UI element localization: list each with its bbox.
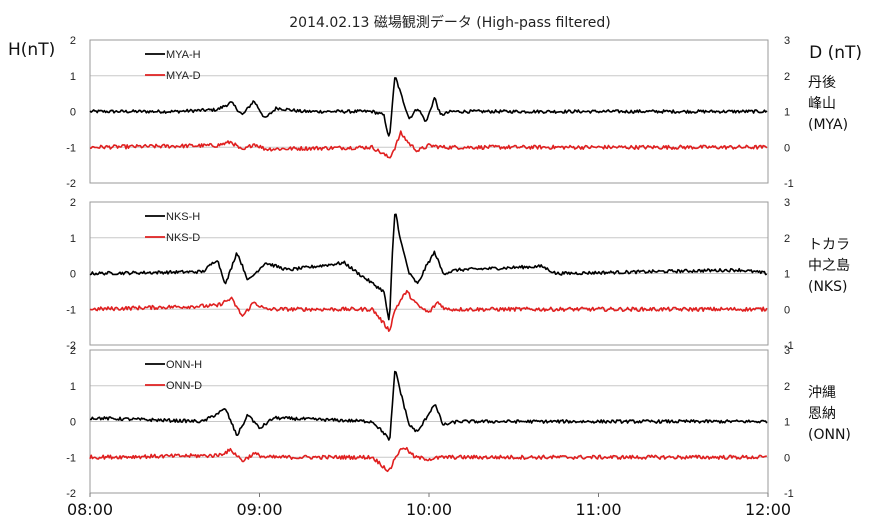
right-axis-unit: D (nT) [809, 43, 862, 63]
left-tick-label: 0 [70, 417, 76, 429]
panel-frame [89, 201, 769, 346]
station-label: 沖縄 [808, 385, 836, 401]
legend-label: NKS-H [166, 211, 200, 223]
station-label: 丹後 [808, 75, 836, 91]
x-tick-label: 09:00 [236, 500, 282, 519]
legend-label: NKS-D [166, 232, 200, 244]
left-tick-label: -2 [66, 340, 76, 352]
station-label: 峰山 [808, 96, 836, 112]
right-tick-label: 2 [784, 381, 790, 393]
x-tick-label: 11:00 [575, 500, 621, 519]
right-tick-label: 0 [784, 304, 790, 316]
left-tick-label: 0 [70, 269, 76, 281]
legend-label: ONN-D [166, 380, 202, 392]
series-line-onn-d [89, 446, 767, 473]
right-tick-label: 3 [784, 35, 790, 47]
left-tick-label: 2 [70, 35, 76, 47]
station-label: (ONN) [808, 427, 851, 443]
right-tick-label: 1 [784, 269, 790, 281]
right-tick-label: -1 [784, 488, 794, 500]
series-line-mya-d [89, 130, 768, 159]
right-tick-label: -1 [784, 178, 794, 190]
left-tick-label: 1 [70, 233, 76, 245]
series-line-nks-h [89, 213, 768, 321]
left-tick-label: 1 [70, 381, 76, 393]
left-tick-label: 2 [70, 345, 76, 357]
right-tick-label: 3 [784, 197, 790, 209]
right-tick-label: 2 [784, 233, 790, 245]
x-tick-label: 12:00 [745, 500, 791, 519]
station-label: トカラ [808, 237, 850, 253]
legend-label: MYA-H [166, 49, 201, 61]
right-tick-label: 1 [784, 107, 790, 119]
legend-label: ONN-H [166, 359, 202, 371]
series-line-mya-h [89, 77, 768, 137]
left-tick-label: 1 [70, 71, 76, 83]
left-tick-label: 2 [70, 197, 76, 209]
left-tick-label: -1 [66, 304, 76, 316]
x-tick-label: 10:00 [406, 500, 452, 519]
left-tick-label: 0 [70, 107, 76, 119]
right-tick-label: 3 [784, 345, 790, 357]
left-tick-label: -1 [66, 452, 76, 464]
station-label: (NKS) [808, 279, 847, 295]
station-label: (MYA) [808, 117, 848, 133]
left-tick-label: -2 [66, 488, 76, 500]
right-tick-label: 0 [784, 452, 790, 464]
right-tick-label: -1 [784, 340, 794, 352]
station-label: 中之島 [808, 258, 850, 274]
x-tick-label: 08:00 [67, 500, 113, 519]
left-axis-unit: H(nT) [8, 40, 55, 60]
station-label: 恩納 [808, 406, 836, 422]
left-tick-label: -2 [66, 178, 76, 190]
legend-label: MYA-D [166, 70, 201, 82]
left-tick-label: -1 [66, 142, 76, 154]
right-tick-label: 1 [784, 417, 790, 429]
right-tick-label: 0 [784, 142, 790, 154]
series-line-nks-d [89, 289, 768, 332]
chart-title: 2014.02.13 磁場観測データ (High-pass filtered) [289, 14, 610, 31]
right-tick-label: 2 [784, 71, 790, 83]
series-line-onn-h [89, 370, 768, 441]
